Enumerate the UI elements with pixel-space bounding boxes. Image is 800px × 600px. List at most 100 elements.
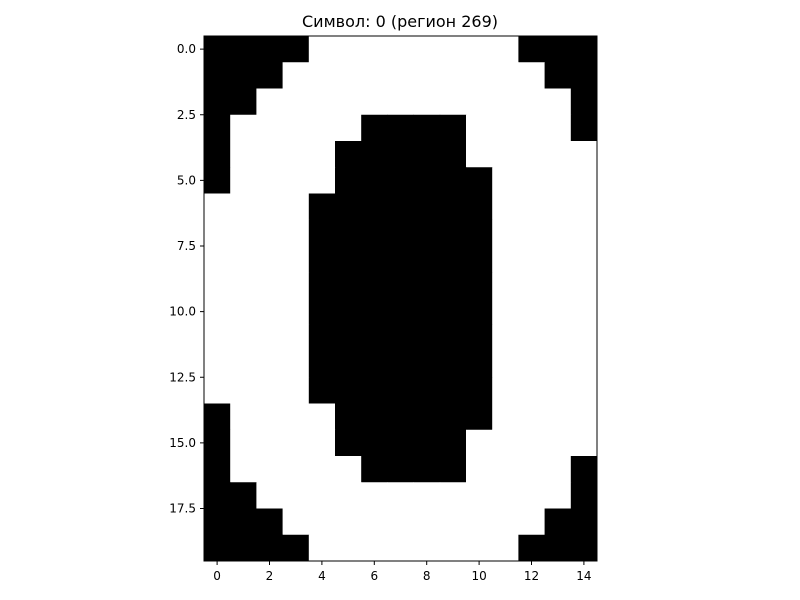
heatmap-cell (570, 429, 598, 457)
heatmap-cell (439, 429, 467, 457)
heatmap-cell (204, 429, 231, 457)
heatmap-cell (361, 114, 388, 142)
heatmap-cell (230, 193, 257, 221)
heatmap-cell (204, 298, 231, 326)
heatmap-cell (439, 508, 467, 536)
heatmap-cell (518, 403, 545, 431)
heatmap-cell (518, 508, 545, 536)
heatmap-cell (361, 167, 388, 194)
heatmap-cell (230, 377, 257, 404)
heatmap-cell (466, 246, 493, 273)
heatmap-cell (335, 508, 362, 536)
heatmap-cell (282, 482, 310, 509)
heatmap-cell (387, 167, 414, 194)
heatmap-cell (335, 219, 362, 247)
heatmap-cell (204, 114, 231, 142)
heatmap-cell (544, 351, 572, 378)
heatmap-cell (570, 403, 598, 431)
heatmap-cell (335, 272, 362, 299)
heatmap-cell (570, 193, 598, 221)
heatmap-cell (466, 298, 493, 326)
heatmap-cell (204, 508, 231, 536)
heatmap-cell (361, 508, 388, 536)
heatmap-cell (256, 534, 283, 562)
heatmap-cell (361, 324, 388, 352)
heatmap-cell (256, 62, 283, 89)
heatmap-cell (361, 534, 388, 562)
heatmap-cell (282, 298, 310, 326)
heatmap-cell (387, 456, 414, 483)
heatmap-cell (518, 193, 545, 221)
heatmap-cell (282, 272, 310, 299)
heatmap-cell (518, 167, 545, 194)
heatmap-cell (230, 167, 257, 194)
x-tick-label: 8 (423, 569, 431, 583)
heatmap-cell (413, 141, 441, 168)
heatmap-cell (282, 377, 310, 404)
heatmap-cell (413, 324, 441, 352)
heatmap-cell (256, 508, 283, 536)
heatmap-cell (308, 141, 336, 168)
heatmap-cell (335, 324, 362, 352)
heatmap-cell (204, 88, 231, 116)
heatmap-cell (335, 246, 362, 273)
heatmap-cell (466, 351, 493, 378)
heatmap-cell (518, 351, 545, 378)
heatmap-cell (518, 324, 545, 352)
heatmap-cell (256, 324, 283, 352)
heatmap-cell (466, 482, 493, 509)
heatmap-cell (387, 114, 414, 142)
heatmap-cell (308, 167, 336, 194)
heatmap-cell (413, 36, 441, 63)
heatmap-cell (570, 298, 598, 326)
heatmap-cell (492, 141, 519, 168)
heatmap-cell (256, 219, 283, 247)
heatmap-cell (256, 88, 283, 116)
heatmap-cell (492, 324, 519, 352)
heatmap-cell (492, 456, 519, 483)
heatmap-cell (335, 193, 362, 221)
heatmap-cell (387, 403, 414, 431)
heatmap-cell (492, 246, 519, 273)
heatmap-cell (282, 219, 310, 247)
heatmap-cell (335, 456, 362, 483)
heatmap-cell (335, 36, 362, 63)
heatmap-cell (413, 482, 441, 509)
heatmap-cell (570, 324, 598, 352)
heatmap-cell (335, 88, 362, 116)
heatmap-cell (492, 167, 519, 194)
heatmap-cell (466, 534, 493, 562)
heatmap-cell (308, 219, 336, 247)
heatmap-cell (361, 246, 388, 273)
heatmap-cell (204, 482, 231, 509)
y-tick-label: 12.5 (169, 370, 196, 384)
heatmap-cell (361, 88, 388, 116)
heatmap-cell (256, 403, 283, 431)
heatmap-cell (570, 272, 598, 299)
heatmap-cell (466, 324, 493, 352)
heatmap-cell (413, 246, 441, 273)
heatmap-cell (544, 534, 572, 562)
heatmap-cell (466, 114, 493, 142)
heatmap-cell (439, 324, 467, 352)
heatmap-cell (544, 167, 572, 194)
heatmap-cell (492, 88, 519, 116)
heatmap-cell (570, 456, 598, 483)
heatmap-cell (439, 62, 467, 89)
heatmap-cell (282, 456, 310, 483)
heatmap-cell (282, 193, 310, 221)
heatmap-cell (544, 62, 572, 89)
heatmap-cell (387, 141, 414, 168)
heatmap-cell (413, 167, 441, 194)
heatmap-cell (308, 114, 336, 142)
heatmap-cell (387, 219, 414, 247)
heatmap-cell (361, 219, 388, 247)
heatmap-cell (387, 508, 414, 536)
heatmap-cell (204, 377, 231, 404)
heatmap-cell (230, 36, 257, 63)
heatmap-cell (230, 403, 257, 431)
heatmap-cell (466, 141, 493, 168)
heatmap-cell (518, 88, 545, 116)
heatmap-cell (466, 508, 493, 536)
